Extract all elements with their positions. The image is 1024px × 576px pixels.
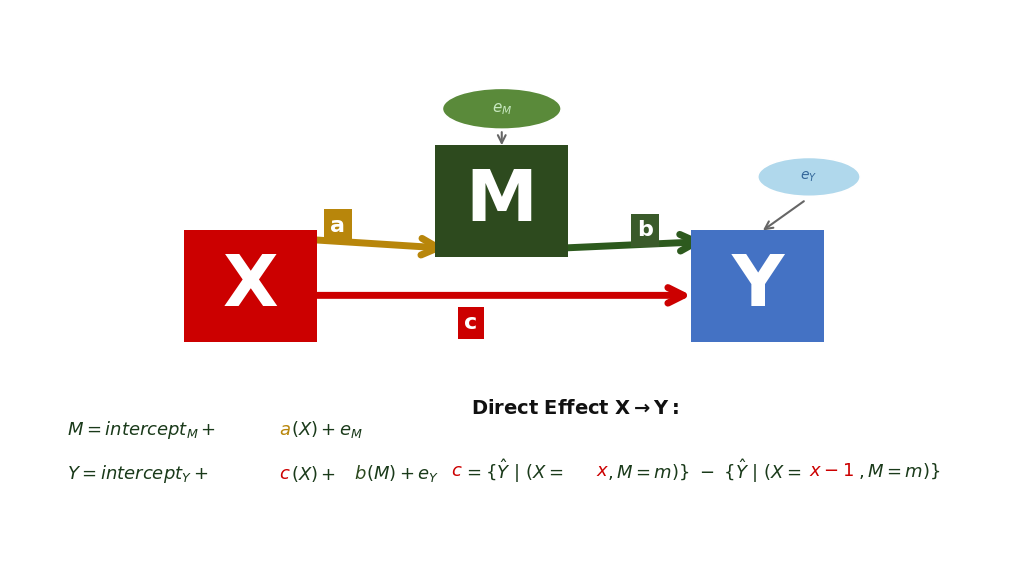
Text: $(X) + e_M$: $(X) + e_M$ xyxy=(291,419,362,441)
Text: Simple mediation model: Ordinary Least Squares: Simple mediation model: Ordinary Least S… xyxy=(0,21,1024,69)
Text: $Y = intercept_Y + $: $Y = intercept_Y + $ xyxy=(67,463,208,485)
FancyBboxPatch shape xyxy=(184,230,317,342)
Text: $c$: $c$ xyxy=(279,465,290,483)
Text: $e_M$: $e_M$ xyxy=(492,101,512,116)
FancyBboxPatch shape xyxy=(435,145,568,257)
Text: $a$: $a$ xyxy=(279,421,291,439)
Text: $x - 1$: $x - 1$ xyxy=(809,463,854,480)
Text: $,M = m)\}$: $,M = m)\}$ xyxy=(858,461,941,481)
Text: $M = intercept_M + $: $M = intercept_M + $ xyxy=(67,419,216,441)
Text: $c$: $c$ xyxy=(451,463,462,480)
Text: $\mathbf{Direct\ Effect\ X \rightarrow Y:}$: $\mathbf{Direct\ Effect\ X \rightarrow Y… xyxy=(471,399,679,418)
Ellipse shape xyxy=(758,157,860,196)
Text: $e_Y$: $e_Y$ xyxy=(801,170,817,184)
FancyBboxPatch shape xyxy=(691,230,824,342)
Text: $x$: $x$ xyxy=(596,463,609,480)
Text: Y: Y xyxy=(731,252,784,321)
Text: X: X xyxy=(223,252,279,321)
Text: $(X) + $: $(X) + $ xyxy=(291,464,336,484)
Text: M: M xyxy=(466,166,538,236)
Text: $b$: $b$ xyxy=(354,465,367,483)
Text: c: c xyxy=(465,313,477,333)
Text: $(M) + e_Y$: $(M) + e_Y$ xyxy=(366,463,439,484)
Text: $= \{\hat{Y}\ |\ (X = $: $= \{\hat{Y}\ |\ (X = $ xyxy=(463,457,563,485)
Text: $,M = m)\}\ -\ \{\hat{Y}\ |\ (X = $: $,M = m)\}\ -\ \{\hat{Y}\ |\ (X = $ xyxy=(607,457,802,485)
Text: b: b xyxy=(637,221,653,240)
Text: a: a xyxy=(331,215,345,236)
Ellipse shape xyxy=(442,88,561,129)
